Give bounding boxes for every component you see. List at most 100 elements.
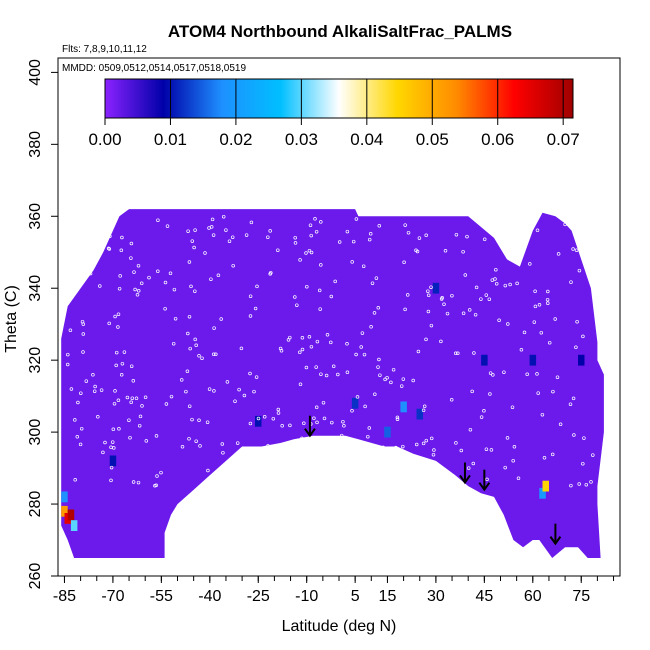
observation-point xyxy=(180,445,185,449)
observation-point xyxy=(171,341,176,346)
observation-point xyxy=(345,342,349,346)
observation-point xyxy=(354,352,358,357)
observation-point xyxy=(304,459,309,464)
observation-point xyxy=(216,273,221,278)
observation-point xyxy=(120,361,125,366)
y-tick-label: 400 xyxy=(27,59,44,86)
observation-point xyxy=(79,426,84,431)
colorbar-ticks: 0.00 0.01 0.02 0.03 0.04 0.05 0.06 0.07 xyxy=(88,79,580,149)
observation-point xyxy=(255,284,259,289)
observation-point xyxy=(403,223,407,227)
data-field xyxy=(61,209,604,558)
observation-point xyxy=(165,224,170,228)
observation-point xyxy=(109,465,114,470)
observation-point xyxy=(211,233,216,237)
observation-point xyxy=(79,391,83,395)
observation-point xyxy=(317,288,322,293)
observation-point xyxy=(421,441,426,446)
observation-point xyxy=(394,445,398,450)
observation-point xyxy=(304,251,308,255)
observation-point xyxy=(366,434,370,439)
observation-point xyxy=(551,389,555,394)
observation-point xyxy=(314,405,319,410)
observation-point xyxy=(361,264,366,268)
colorbar-tick-label: 0.05 xyxy=(416,130,449,149)
observation-point xyxy=(67,220,72,224)
observation-point xyxy=(533,304,538,309)
observation-point xyxy=(147,275,151,280)
observation-point xyxy=(288,423,292,428)
observation-point xyxy=(399,384,404,388)
observation-point xyxy=(369,325,373,329)
observation-point xyxy=(209,277,213,281)
observation-point xyxy=(376,306,381,310)
observation-point xyxy=(293,295,297,299)
observation-point xyxy=(532,320,537,324)
observation-point xyxy=(66,352,70,357)
observation-point xyxy=(302,421,306,426)
observation-point xyxy=(206,468,210,473)
observation-point xyxy=(431,452,436,457)
observation-point xyxy=(110,440,115,444)
observation-point xyxy=(109,478,113,483)
observation-point xyxy=(300,436,304,441)
arrow-markers xyxy=(304,415,562,546)
observation-point xyxy=(224,228,228,232)
x-tick-label: 5 xyxy=(351,588,360,605)
data-cell xyxy=(529,354,537,366)
observation-point xyxy=(305,284,309,289)
observation-point xyxy=(256,416,261,421)
observation-point xyxy=(106,246,111,251)
data-cell xyxy=(109,455,117,467)
observation-point xyxy=(116,312,121,316)
observation-point xyxy=(359,345,363,349)
observation-point xyxy=(354,217,359,221)
observation-point xyxy=(187,314,192,319)
observation-point xyxy=(96,415,100,419)
observation-point xyxy=(546,301,550,305)
observation-point xyxy=(482,237,487,242)
observation-point xyxy=(572,433,576,437)
observation-point xyxy=(378,373,382,377)
observation-point xyxy=(114,350,119,355)
observation-point xyxy=(465,234,469,239)
observation-point xyxy=(163,306,167,311)
observation-point xyxy=(241,476,245,481)
observation-point xyxy=(484,447,489,451)
observation-point xyxy=(129,241,134,246)
observation-point xyxy=(188,346,192,351)
colorbar-tick-label: 0.04 xyxy=(350,130,383,149)
observation-point xyxy=(511,215,516,220)
observation-point xyxy=(391,467,396,471)
observation-point xyxy=(512,445,517,449)
observation-point xyxy=(536,391,540,395)
observation-point xyxy=(69,387,74,391)
observation-point xyxy=(319,220,323,224)
observation-point xyxy=(511,458,515,463)
x-tick-label: -55 xyxy=(150,588,173,605)
x-tick-label: -25 xyxy=(247,588,270,605)
observation-point xyxy=(416,349,421,354)
observation-point xyxy=(389,452,394,456)
observation-point xyxy=(88,271,93,276)
observation-point xyxy=(420,483,424,488)
observation-point xyxy=(190,239,195,243)
observation-point xyxy=(136,480,141,485)
observation-point xyxy=(450,293,454,298)
observation-point xyxy=(558,422,563,427)
observation-point xyxy=(385,375,389,380)
observation-point xyxy=(308,223,313,227)
observation-point xyxy=(376,365,380,369)
observation-point xyxy=(97,245,102,250)
observation-point xyxy=(131,480,136,484)
observation-point xyxy=(443,249,448,253)
y-tick-label: 340 xyxy=(27,275,44,302)
observation-point xyxy=(359,477,364,482)
observation-point xyxy=(186,331,190,336)
observation-point xyxy=(414,464,419,468)
dates-subtitle: MMDD: 0509,0512,0514,0517,0518,0519 xyxy=(62,63,246,74)
y-tick-label: 300 xyxy=(27,419,44,446)
observation-point xyxy=(539,330,544,335)
observation-point xyxy=(342,424,346,428)
observation-point xyxy=(125,395,130,400)
